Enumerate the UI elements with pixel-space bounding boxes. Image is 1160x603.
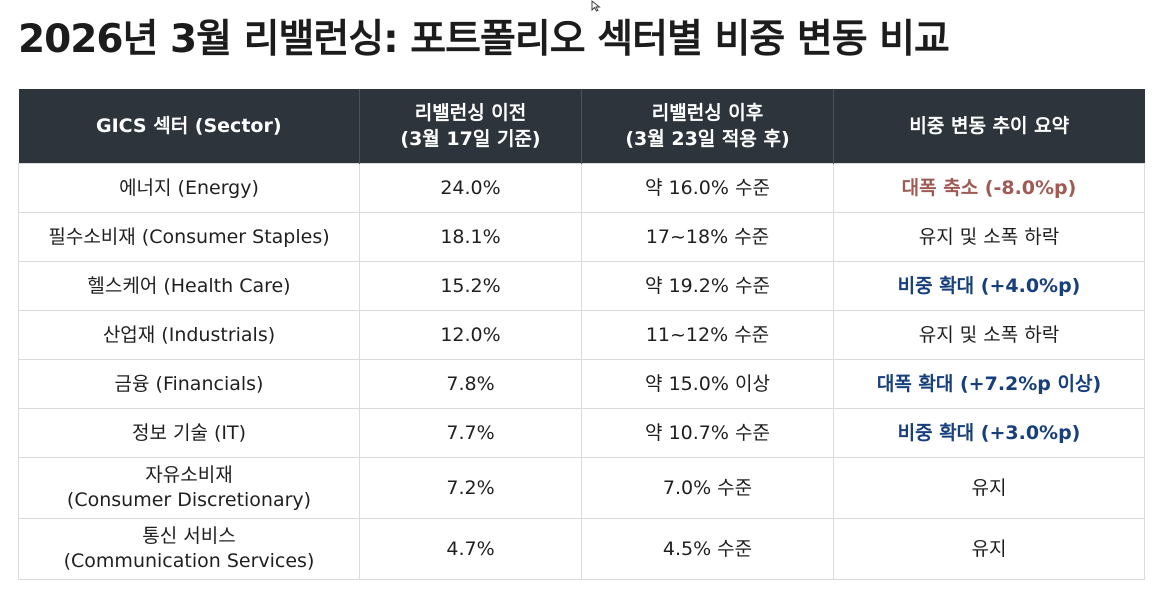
sector-name: 에너지 (Energy)	[119, 176, 259, 199]
header-subline: (3월 23일 적용 후)	[625, 128, 790, 150]
header-trend: 비중 변동 추이 요약	[833, 89, 1145, 164]
table-row: 에너지 (Energy) 24.0% 약 16.0% 수준 대폭 축소 (-8.…	[18, 163, 1145, 213]
trend-cell: 대폭 축소 (-8.0%p)	[833, 163, 1145, 213]
sector-name: 통신 서비스	[142, 525, 236, 547]
table-header-row: GICS 섹터 (Sector) 리밸런싱 이전 (3월 17일 기준) 리밸런싱…	[18, 89, 1145, 164]
sector-name: 필수소비재 (Consumer Staples)	[48, 225, 330, 248]
after-cell: 4.5% 수준	[581, 518, 834, 580]
sector-name: 헬스케어 (Health Care)	[87, 274, 291, 297]
sector-name: 금융 (Financials)	[114, 372, 264, 395]
sector-name-english: (Communication Services)	[63, 550, 315, 572]
before-cell: 4.7%	[359, 518, 582, 580]
before-cell: 24.0%	[359, 163, 582, 213]
after-cell: 17~18% 수준	[581, 212, 834, 262]
before-cell: 7.8%	[359, 359, 582, 409]
mouse-cursor-icon	[591, 0, 601, 12]
sector-name: 산업재 (Industrials)	[102, 323, 276, 346]
before-cell: 7.2%	[359, 457, 582, 519]
trend-cell: 유지	[833, 518, 1145, 580]
sector-name-english: (Consumer Discretionary)	[66, 489, 312, 511]
trend-cell: 비중 확대 (+4.0%p)	[833, 261, 1145, 311]
after-cell: 11~12% 수준	[581, 310, 834, 360]
header-line: 리밸런싱 이전	[414, 102, 527, 124]
table-row: 정보 기술 (IT) 7.7% 약 10.7% 수준 비중 확대 (+3.0%p…	[18, 408, 1145, 458]
before-cell: 18.1%	[359, 212, 582, 262]
sector-cell: 통신 서비스 (Communication Services)	[18, 518, 360, 580]
sector-cell: 산업재 (Industrials)	[18, 310, 360, 360]
table-row: 금융 (Financials) 7.8% 약 15.0% 이상 대폭 확대 (+…	[18, 359, 1145, 409]
trend-cell: 대폭 확대 (+7.2%p 이상)	[833, 359, 1145, 409]
before-cell: 12.0%	[359, 310, 582, 360]
after-cell: 약 10.7% 수준	[581, 408, 834, 458]
page-title: 2026년 3월 리밸런싱: 포트폴리오 섹터별 비중 변동 비교	[18, 17, 950, 62]
after-cell: 약 16.0% 수준	[581, 163, 834, 213]
sector-name: 자유소비재	[145, 464, 233, 486]
header-subline: (3월 17일 기준)	[400, 128, 541, 150]
before-cell: 15.2%	[359, 261, 582, 311]
trend-cell: 비중 확대 (+3.0%p)	[833, 408, 1145, 458]
sector-cell: 자유소비재 (Consumer Discretionary)	[18, 457, 360, 519]
trend-cell: 유지 및 소폭 하락	[833, 310, 1145, 360]
trend-cell: 유지	[833, 457, 1145, 519]
header-after: 리밸런싱 이후 (3월 23일 적용 후)	[581, 89, 834, 164]
table-row: 필수소비재 (Consumer Staples) 18.1% 17~18% 수준…	[18, 212, 1145, 262]
after-cell: 약 19.2% 수준	[581, 261, 834, 311]
before-cell: 7.7%	[359, 408, 582, 458]
after-cell: 약 15.0% 이상	[581, 359, 834, 409]
table-row: 헬스케어 (Health Care) 15.2% 약 19.2% 수준 비중 확…	[18, 261, 1145, 311]
header-line: GICS 섹터 (Sector)	[95, 115, 282, 137]
table-row: 산업재 (Industrials) 12.0% 11~12% 수준 유지 및 소…	[18, 310, 1145, 360]
sector-name: 정보 기술 (IT)	[131, 421, 247, 444]
sector-cell: 헬스케어 (Health Care)	[18, 261, 360, 311]
sector-cell: 필수소비재 (Consumer Staples)	[18, 212, 360, 262]
table-row: 통신 서비스 (Communication Services) 4.7% 4.5%…	[18, 518, 1145, 580]
sector-cell: 정보 기술 (IT)	[18, 408, 360, 458]
header-before: 리밸런싱 이전 (3월 17일 기준)	[359, 89, 582, 164]
after-cell: 7.0% 수준	[581, 457, 834, 519]
sector-cell: 에너지 (Energy)	[18, 163, 360, 213]
rebalancing-table: GICS 섹터 (Sector) 리밸런싱 이전 (3월 17일 기준) 리밸런싱…	[18, 89, 1145, 580]
header-line: 비중 변동 추이 요약	[909, 115, 1070, 137]
trend-cell: 유지 및 소폭 하락	[833, 212, 1145, 262]
table-row: 자유소비재 (Consumer Discretionary) 7.2% 7.0% …	[18, 457, 1145, 519]
sector-cell: 금융 (Financials)	[18, 359, 360, 409]
header-sector: GICS 섹터 (Sector)	[18, 89, 360, 164]
header-line: 리밸런싱 이후	[651, 102, 764, 124]
